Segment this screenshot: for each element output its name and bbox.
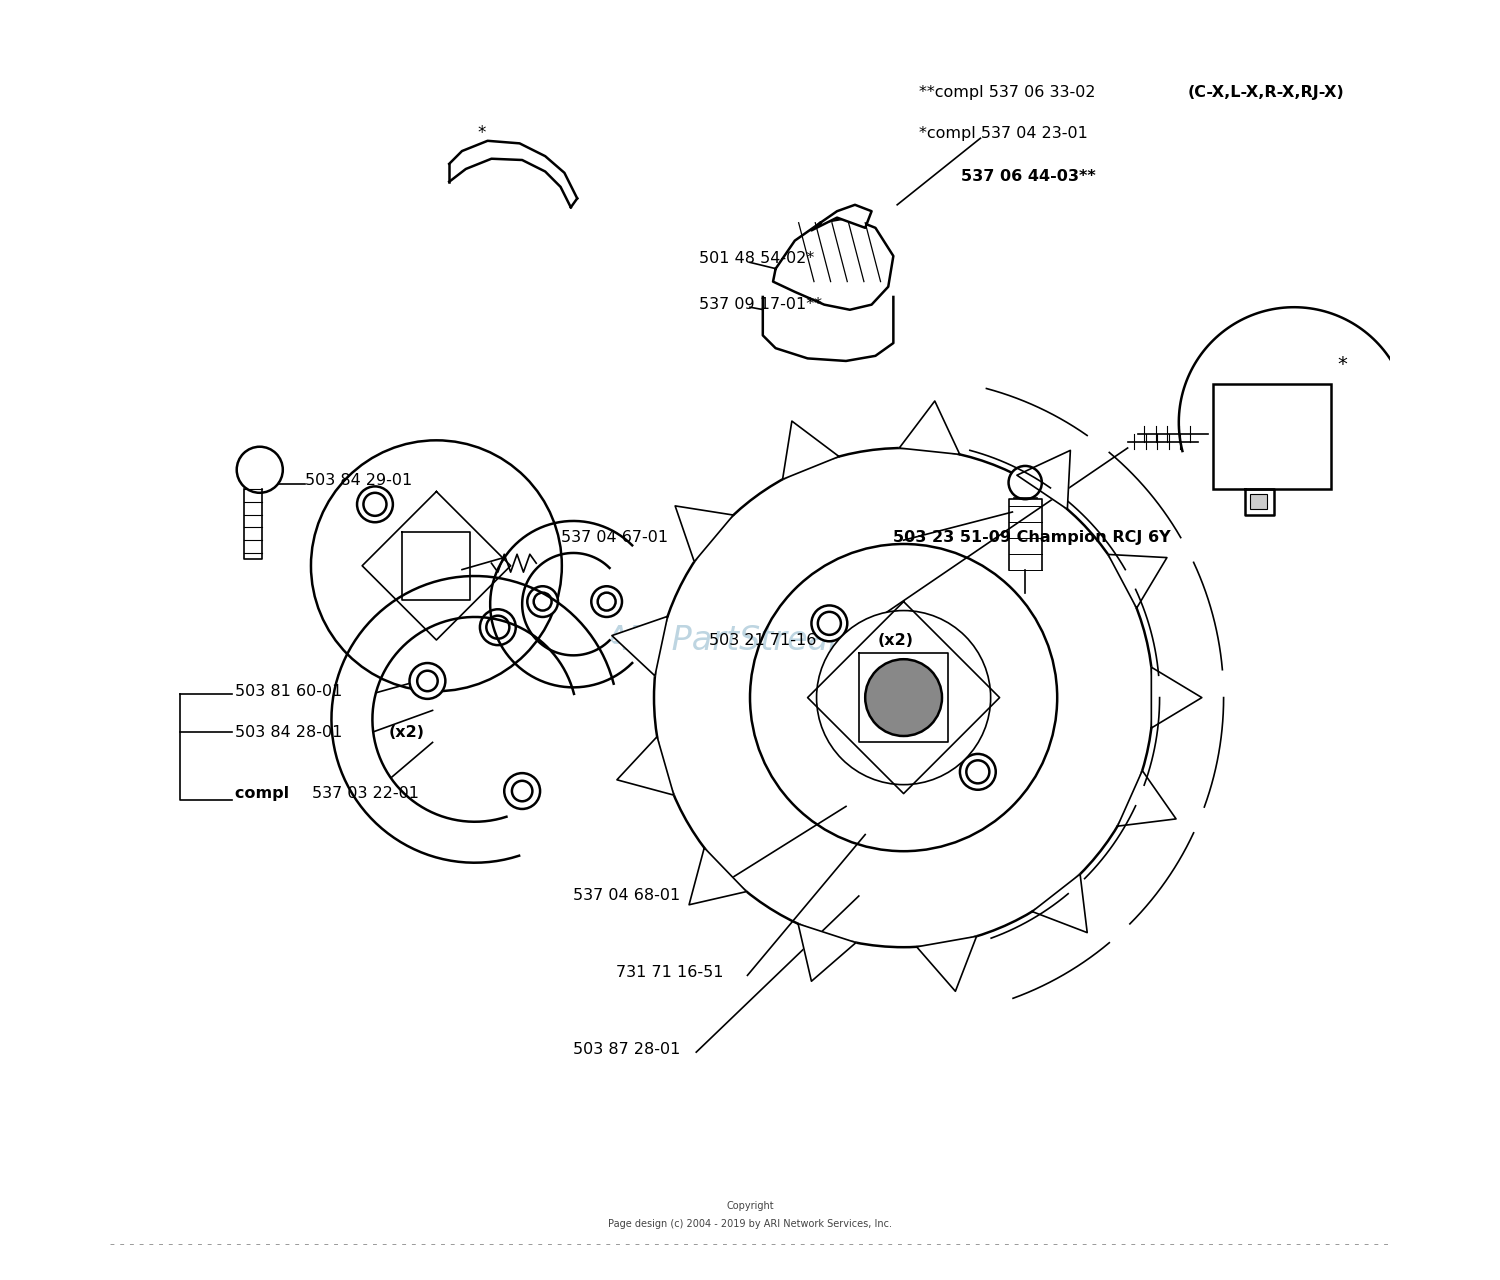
Text: 503 23 51-09 Champion RCJ 6Y: 503 23 51-09 Champion RCJ 6Y bbox=[894, 530, 1172, 545]
Text: 503 81 60-01: 503 81 60-01 bbox=[236, 684, 344, 699]
Polygon shape bbox=[812, 205, 871, 230]
Polygon shape bbox=[798, 924, 856, 982]
Text: *: * bbox=[477, 124, 486, 142]
Polygon shape bbox=[675, 506, 734, 562]
Polygon shape bbox=[916, 936, 976, 991]
Polygon shape bbox=[448, 141, 578, 207]
Circle shape bbox=[480, 609, 516, 645]
Circle shape bbox=[237, 447, 284, 493]
Polygon shape bbox=[1032, 874, 1088, 933]
Text: 731 71 16-51: 731 71 16-51 bbox=[615, 965, 723, 980]
Polygon shape bbox=[772, 218, 894, 310]
Text: 537 04 67-01: 537 04 67-01 bbox=[561, 530, 668, 545]
Text: 537 06 44-03**: 537 06 44-03** bbox=[962, 169, 1096, 184]
Polygon shape bbox=[332, 576, 614, 863]
Polygon shape bbox=[688, 847, 747, 905]
Circle shape bbox=[1008, 466, 1042, 499]
Text: 537 04 68-01: 537 04 68-01 bbox=[573, 888, 681, 904]
Text: *compl 537 04 23-01: *compl 537 04 23-01 bbox=[920, 125, 1088, 141]
Text: (x2): (x2) bbox=[878, 632, 914, 648]
Polygon shape bbox=[616, 737, 674, 795]
Polygon shape bbox=[898, 401, 960, 454]
Text: (x2): (x2) bbox=[388, 724, 424, 740]
Circle shape bbox=[357, 486, 393, 522]
Polygon shape bbox=[783, 421, 838, 479]
Text: ARI PartStream™: ARI PartStream™ bbox=[606, 623, 894, 657]
Circle shape bbox=[504, 773, 540, 809]
Circle shape bbox=[528, 586, 558, 617]
Polygon shape bbox=[1118, 771, 1176, 826]
Text: (C-X,L-X,R-X,RJ-X): (C-X,L-X,R-X,RJ-X) bbox=[1188, 84, 1344, 100]
Circle shape bbox=[410, 663, 446, 699]
Text: 503 87 28-01: 503 87 28-01 bbox=[573, 1042, 681, 1057]
Circle shape bbox=[812, 605, 847, 641]
Text: 503 84 28-01: 503 84 28-01 bbox=[236, 724, 348, 740]
Text: *: * bbox=[1338, 356, 1347, 374]
Text: compl: compl bbox=[236, 786, 296, 801]
Circle shape bbox=[591, 586, 622, 617]
Polygon shape bbox=[612, 617, 668, 676]
Text: 503 21 71-16: 503 21 71-16 bbox=[710, 632, 822, 648]
Text: **compl 537 06 33-02: **compl 537 06 33-02 bbox=[920, 84, 1101, 100]
FancyBboxPatch shape bbox=[1251, 494, 1268, 509]
Circle shape bbox=[865, 659, 942, 736]
Polygon shape bbox=[1108, 554, 1167, 608]
Polygon shape bbox=[764, 297, 894, 361]
Circle shape bbox=[960, 754, 996, 790]
FancyBboxPatch shape bbox=[1214, 384, 1330, 489]
Text: 537 09 17-01**: 537 09 17-01** bbox=[699, 297, 822, 312]
Polygon shape bbox=[1017, 451, 1071, 509]
Text: Copyright: Copyright bbox=[726, 1201, 774, 1211]
Text: 501 48 54-02*: 501 48 54-02* bbox=[699, 251, 814, 266]
Polygon shape bbox=[490, 521, 632, 687]
Text: 537 03 22-01: 537 03 22-01 bbox=[312, 786, 419, 801]
Text: Page design (c) 2004 - 2019 by ARI Network Services, Inc.: Page design (c) 2004 - 2019 by ARI Netwo… bbox=[608, 1219, 892, 1229]
Text: 503 84 29-01: 503 84 29-01 bbox=[304, 472, 412, 488]
Circle shape bbox=[816, 611, 990, 785]
Polygon shape bbox=[1152, 667, 1202, 728]
